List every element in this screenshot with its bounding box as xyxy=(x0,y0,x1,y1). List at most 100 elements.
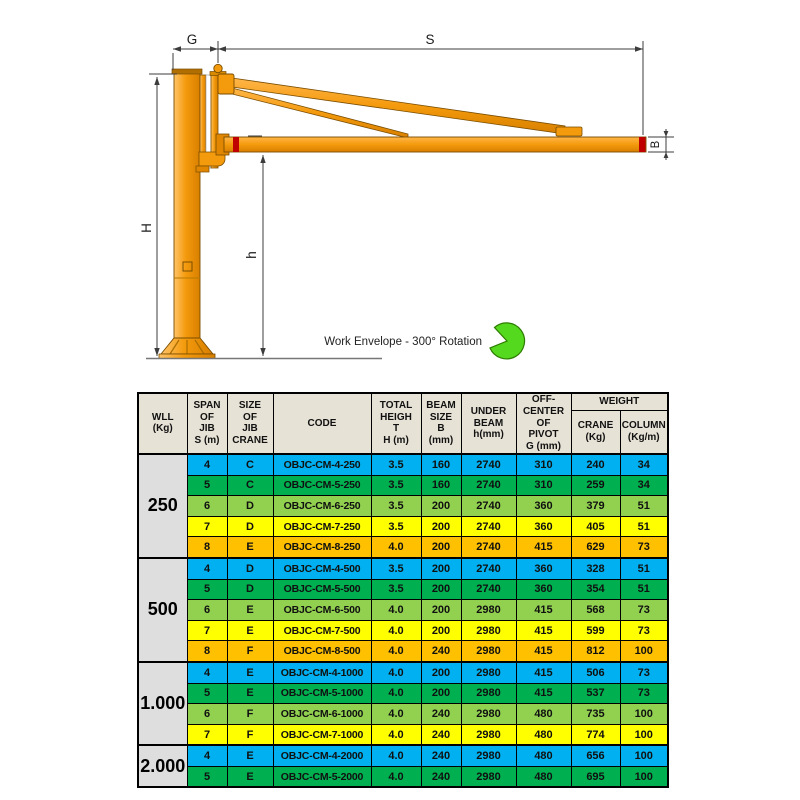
cell-span: 5 xyxy=(186,765,228,788)
table-row: 500 4 D OBJC-CM-4-500 3.5 200 2740 360 328 51 xyxy=(137,556,669,663)
cell-column_kgm: 73 xyxy=(619,619,669,642)
cell-pivot: 480 xyxy=(515,765,572,788)
cell-height: 4.0 xyxy=(370,682,422,705)
cell-column_kgm: 100 xyxy=(619,744,669,767)
cell-height: 3.5 xyxy=(370,474,422,497)
table-row: 6 E OBJC-CM-6-500 4.0 200 2980 415 568 73 xyxy=(138,599,669,621)
header-weight: WEIGHT xyxy=(570,392,669,411)
cell-span: 4 xyxy=(186,660,228,684)
cell-beam: 200 xyxy=(420,619,462,642)
cell-beam: 200 xyxy=(420,660,462,684)
cell-height: 3.5 xyxy=(370,452,422,476)
rod-bracket xyxy=(555,126,583,137)
cell-column_kgm: 34 xyxy=(619,452,669,476)
column-plate xyxy=(182,261,193,272)
cell-pivot: 360 xyxy=(515,515,572,538)
cell-span: 7 xyxy=(186,515,228,538)
cell-code: OBJC-CM-6-500 xyxy=(272,599,372,621)
cell-height: 3.5 xyxy=(370,495,422,517)
cell-code: OBJC-CM-6-1000 xyxy=(272,703,372,725)
cell-size: E xyxy=(226,765,274,788)
cell-crane_kg: 599 xyxy=(570,619,621,642)
cell-crane_kg: 735 xyxy=(570,703,621,725)
cell-span: 6 xyxy=(186,599,228,621)
cell-span: 5 xyxy=(186,578,228,601)
bearing-bracket xyxy=(198,151,226,167)
work-envelope-icon xyxy=(489,322,526,360)
bearing-foot xyxy=(195,165,210,173)
cell-size: E xyxy=(226,660,274,684)
dim-label-s: S xyxy=(425,32,434,47)
cell-size: E xyxy=(226,744,274,767)
cell-code: OBJC-CM-4-250 xyxy=(272,452,372,476)
cell-crane_kg: 379 xyxy=(570,495,621,517)
table-row: 5 C OBJC-CM-5-250 3.5 160 2740 310 259 34 xyxy=(138,474,669,497)
cell-beam: 200 xyxy=(420,556,462,580)
header-wll: WLL (Kg) xyxy=(137,392,188,455)
cell-size: D xyxy=(226,556,274,580)
cell-span: 5 xyxy=(186,682,228,705)
cell-size: E xyxy=(226,682,274,705)
cell-height: 4.0 xyxy=(370,703,422,725)
cell-code: OBJC-CM-7-1000 xyxy=(272,723,372,746)
cell-code: OBJC-CM-5-250 xyxy=(272,474,372,497)
header-beam: BEAM SIZE B (mm) xyxy=(420,392,462,455)
cell-pivot: 480 xyxy=(515,703,572,725)
cell-under_beam: 2740 xyxy=(460,495,517,517)
header-under-beam: UNDER BEAM h(mm) xyxy=(460,392,517,455)
header-crane-weight: CRANE (Kg) xyxy=(570,409,621,455)
cell-size: C xyxy=(226,474,274,497)
cell-column_kgm: 73 xyxy=(619,660,669,684)
dim-label-b: B xyxy=(650,140,662,148)
cell-size: E xyxy=(226,536,274,559)
cell-pivot: 415 xyxy=(515,536,572,559)
cell-beam: 240 xyxy=(420,640,462,663)
base-gusset xyxy=(194,339,205,355)
cell-height: 4.0 xyxy=(370,599,422,621)
cell-size: D xyxy=(226,495,274,517)
cell-height: 4.0 xyxy=(370,536,422,559)
cell-beam: 240 xyxy=(420,765,462,788)
cell-pivot: 310 xyxy=(515,452,572,476)
cell-crane_kg: 656 xyxy=(570,744,621,767)
cell-under_beam: 2740 xyxy=(460,578,517,601)
dim-label-g: G xyxy=(187,32,198,47)
cell-pivot: 360 xyxy=(515,556,572,580)
cell-crane_kg: 568 xyxy=(570,599,621,621)
cell-span: 7 xyxy=(186,723,228,746)
base-gusset xyxy=(169,339,180,355)
table-row: 5 E OBJC-CM-5-2000 4.0 240 2980 480 695 100 xyxy=(138,765,669,788)
cell-height: 3.5 xyxy=(370,515,422,538)
cell-code: OBJC-CM-4-1000 xyxy=(272,660,372,684)
cell-crane_kg: 354 xyxy=(570,578,621,601)
cell-height: 4.0 xyxy=(370,660,422,684)
cell-height: 4.0 xyxy=(370,619,422,642)
cell-column_kgm: 100 xyxy=(619,765,669,788)
cell-span: 5 xyxy=(186,474,228,497)
cell-column_kgm: 51 xyxy=(619,495,669,517)
cell-column_kgm: 51 xyxy=(619,556,669,580)
cell-column_kgm: 100 xyxy=(619,703,669,725)
cell-crane_kg: 774 xyxy=(570,723,621,746)
cell-column_kgm: 73 xyxy=(619,599,669,621)
cell-size: D xyxy=(226,515,274,538)
cell-beam: 200 xyxy=(420,536,462,559)
crane-spec-table: WLL (Kg) SPAN OF JIB S (m) SIZE OF JIB C… xyxy=(137,392,669,789)
cell-height: 4.0 xyxy=(370,640,422,663)
table-row: 8 F OBJC-CM-8-500 4.0 240 2980 415 812 100 xyxy=(138,640,669,663)
cell-column_kgm: 100 xyxy=(619,640,669,663)
cell-code: OBJC-CM-5-1000 xyxy=(272,682,372,705)
cell-code: OBJC-CM-8-250 xyxy=(272,536,372,559)
header-code: CODE xyxy=(272,392,372,455)
header-column-weight: COLUMN (Kg/m) xyxy=(619,409,669,455)
cell-under_beam: 2980 xyxy=(460,703,517,725)
cell-under_beam: 2980 xyxy=(460,723,517,746)
cell-code: OBJC-CM-6-250 xyxy=(272,495,372,517)
header-span: SPAN OF JIB S (m) xyxy=(186,392,228,455)
cell-crane_kg: 328 xyxy=(570,556,621,580)
cell-code: OBJC-CM-4-500 xyxy=(272,556,372,580)
cell-beam: 240 xyxy=(420,723,462,746)
cell-height: 3.5 xyxy=(370,578,422,601)
work-envelope-note: Work Envelope - 300° Rotation xyxy=(324,336,482,348)
table-row: 7 F OBJC-CM-7-1000 4.0 240 2980 480 774 100 xyxy=(138,723,669,746)
